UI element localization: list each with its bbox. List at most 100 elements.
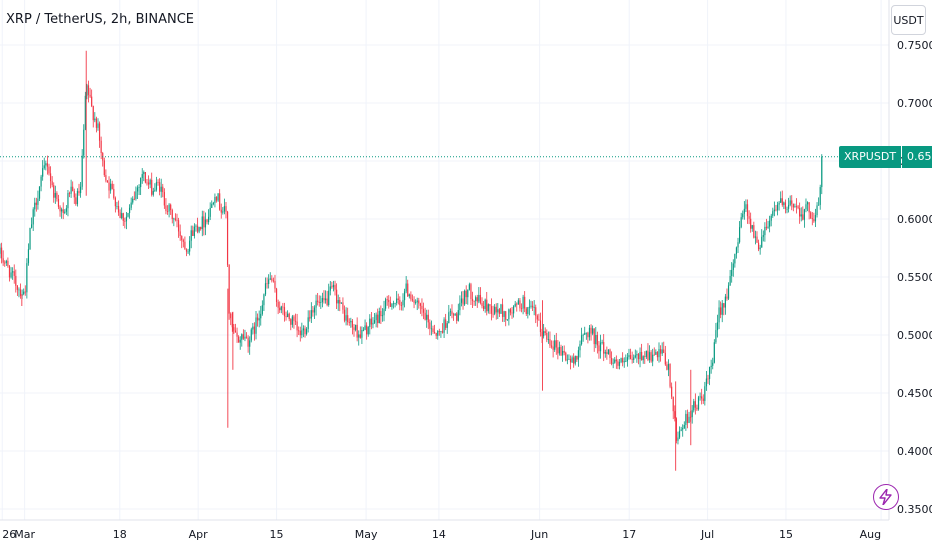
candle-body <box>135 191 137 199</box>
candle <box>759 244 761 255</box>
candle-body <box>666 364 668 370</box>
candle <box>0 243 1 259</box>
currency-button[interactable]: USDT <box>891 5 926 35</box>
candle-body <box>400 305 403 306</box>
candle-body <box>332 284 335 288</box>
candle <box>467 289 469 305</box>
candle <box>388 295 390 309</box>
candle-body <box>767 226 769 228</box>
candle-body <box>501 304 504 317</box>
candle <box>554 334 556 352</box>
candle <box>433 324 436 334</box>
candle <box>372 317 374 329</box>
candle-body <box>141 174 143 179</box>
candle-body <box>151 179 153 195</box>
candle <box>35 197 37 212</box>
candle <box>626 353 628 367</box>
candle <box>527 306 529 319</box>
candle <box>607 349 610 355</box>
candle <box>204 212 207 236</box>
candle-body <box>637 354 640 360</box>
candle-body <box>669 363 671 387</box>
price-axis[interactable]: 0.3500 0.4000 0.4500 0.5000 0.5500 0.6000 0.65… <box>897 39 932 516</box>
candle <box>91 89 93 108</box>
candle <box>192 225 194 236</box>
candle <box>222 207 224 215</box>
candle-body <box>402 300 404 306</box>
candle <box>0 242 3 264</box>
candle-body <box>62 209 64 213</box>
candle <box>407 279 409 298</box>
candle-body <box>16 285 18 290</box>
candle-body <box>418 300 420 304</box>
candle-body <box>87 85 90 95</box>
time-tick-label: Jun <box>530 528 548 541</box>
candle <box>219 189 221 211</box>
candle-body <box>776 204 779 211</box>
candle <box>86 83 88 100</box>
candle <box>593 328 595 352</box>
candle <box>500 303 502 314</box>
symbol-title[interactable]: XRP / TetherUS, 2h, BINANCE <box>6 12 195 27</box>
candle <box>18 287 20 298</box>
candle-body <box>252 326 254 330</box>
candle <box>261 300 263 316</box>
candle <box>214 193 216 208</box>
candle <box>203 210 205 236</box>
candle-body <box>105 175 107 181</box>
candle-body <box>27 249 30 264</box>
candle-body <box>0 247 1 254</box>
candle-body <box>465 290 467 298</box>
candle-body <box>525 308 527 315</box>
candle-body <box>659 349 662 354</box>
candle-body <box>79 186 82 194</box>
time-tick-label: Mar <box>14 528 35 541</box>
candle <box>125 211 128 230</box>
candle-body <box>652 354 654 362</box>
candle <box>470 282 472 306</box>
candle <box>250 327 252 343</box>
candle <box>791 195 793 211</box>
candle-body <box>192 230 194 236</box>
candle <box>697 395 700 411</box>
candle <box>46 155 49 175</box>
candle-body <box>272 280 275 282</box>
candle-body <box>394 303 396 304</box>
candle-body <box>185 249 188 252</box>
candle-body <box>329 286 331 291</box>
candle <box>23 288 25 296</box>
candle-body <box>15 275 17 286</box>
lightning-bolt-icon[interactable] <box>873 484 899 510</box>
candle <box>694 393 696 415</box>
candle-body <box>241 334 243 340</box>
candle <box>51 176 53 188</box>
candle <box>26 258 28 299</box>
candle <box>612 358 614 369</box>
candle <box>495 303 497 320</box>
candle-body <box>215 196 218 201</box>
candle <box>70 179 72 198</box>
candle-body <box>68 193 71 194</box>
candle <box>380 305 382 324</box>
candle-body <box>293 316 295 321</box>
candle <box>426 309 428 328</box>
candle <box>599 334 602 359</box>
candle-body <box>396 298 398 304</box>
candle-body <box>97 123 99 128</box>
candle <box>32 207 34 232</box>
candle <box>530 300 532 309</box>
candle-body <box>193 226 195 236</box>
candle <box>618 359 621 370</box>
candle-body <box>701 396 703 399</box>
candle-body <box>482 306 485 309</box>
candle-body <box>56 192 58 199</box>
candle <box>165 198 167 215</box>
candle-body <box>247 337 249 347</box>
candle-body <box>256 317 259 321</box>
candle-body <box>361 330 363 338</box>
candle-body <box>249 340 251 347</box>
candle <box>43 157 45 170</box>
candle-body <box>536 315 538 320</box>
